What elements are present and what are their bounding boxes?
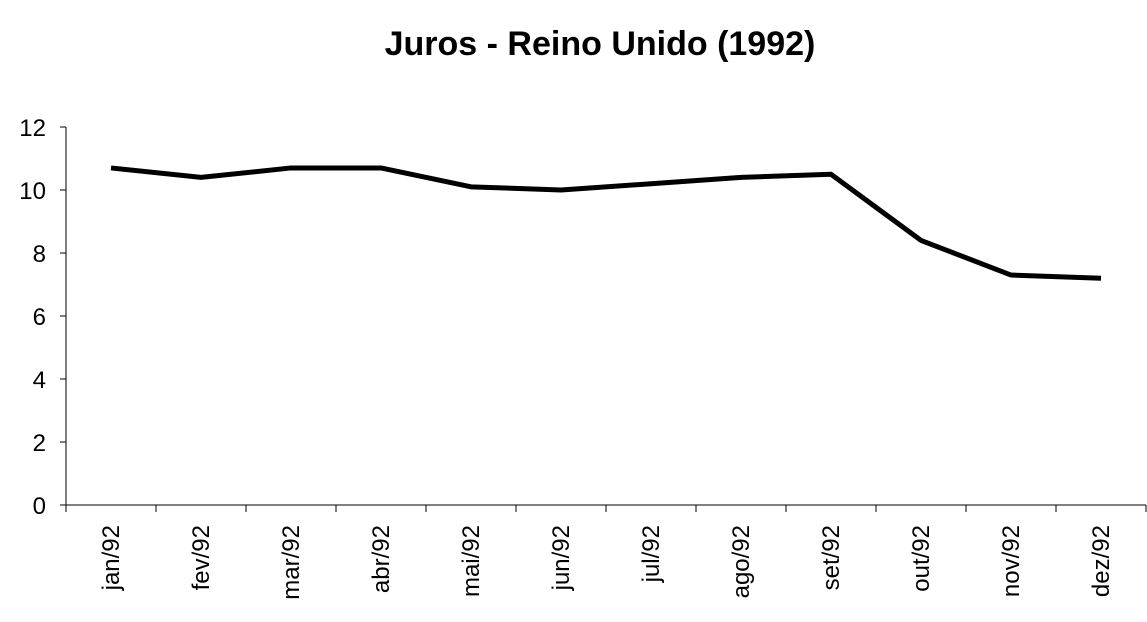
x-tick-label: dez/92 [1088,525,1115,597]
x-tick-label: fev/92 [188,525,215,590]
chart-title: Juros - Reino Unido (1992) [385,25,816,63]
y-tick-label: 8 [33,241,46,268]
y-tick-label: 6 [33,304,46,331]
x-tick-label: mar/92 [278,525,305,600]
y-tick-label: 2 [33,430,46,457]
x-tick-label: nov/92 [998,525,1025,597]
x-tick-label: mai/92 [458,525,485,597]
y-tick-label: 10 [19,178,46,205]
data-line [110,165,1102,281]
x-tick-label: abr/92 [368,525,395,593]
y-tick-label: 0 [33,493,46,520]
x-tick-label: ago/92 [728,525,755,598]
x-tick-label: jun/92 [548,525,575,591]
x-tick-label: set/92 [818,525,845,590]
x-tick-label: jan/92 [98,525,125,591]
y-tick-label: 12 [19,115,46,142]
y-tick-label: 4 [33,367,46,394]
x-tick-label: out/92 [908,525,935,592]
x-tick-label: jul/92 [638,525,665,583]
